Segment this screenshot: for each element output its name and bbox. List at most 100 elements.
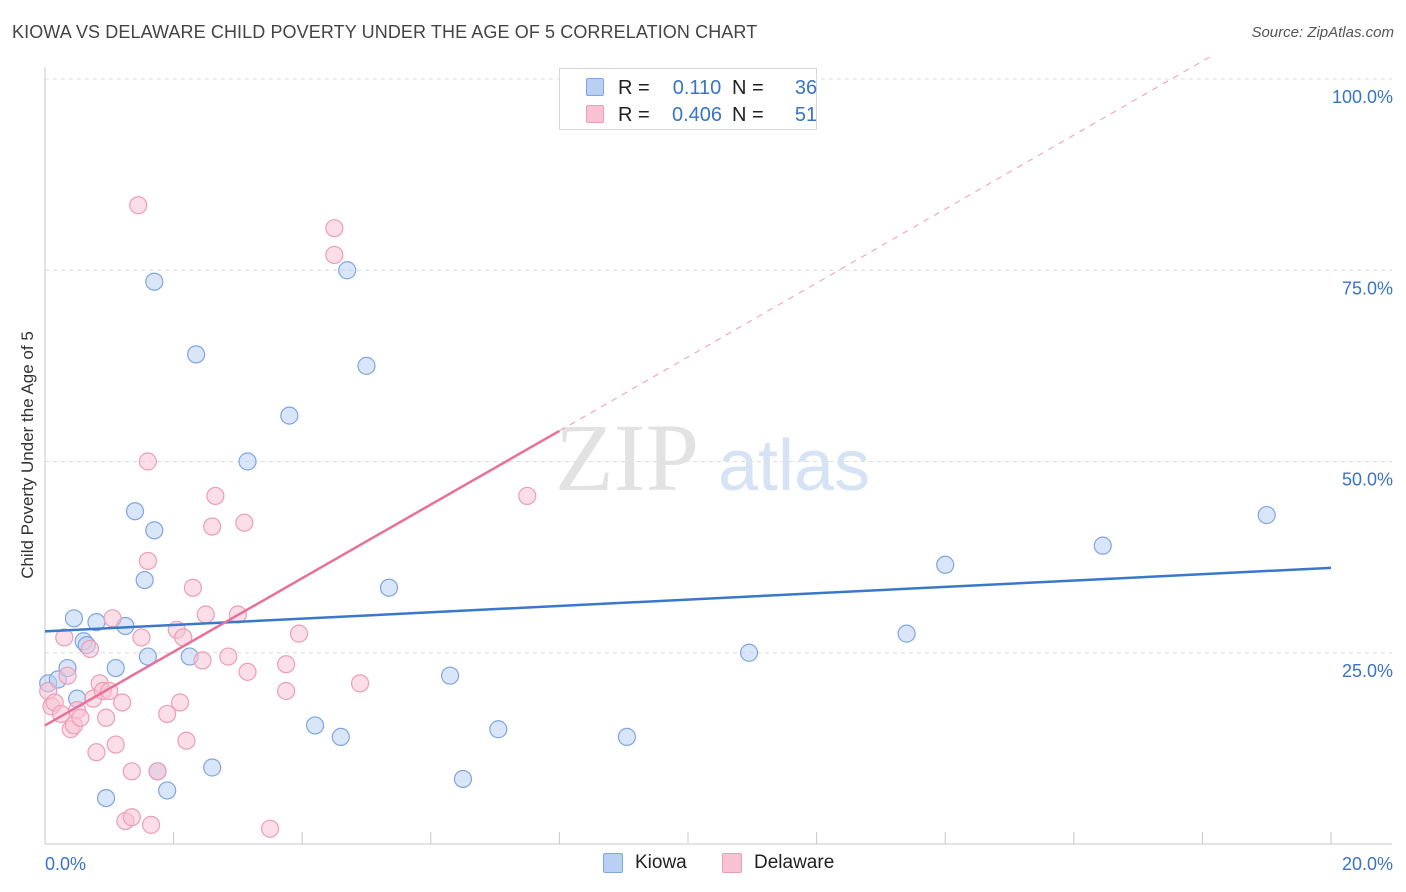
delaware-trend-extension: [559, 55, 1212, 432]
kiowa-point: [1093, 536, 1112, 555]
delaware-point: [183, 578, 202, 597]
kiowa-point: [357, 356, 376, 375]
delaware-point: [80, 639, 100, 659]
delaware-point: [122, 762, 141, 781]
bottom-kiowa-swatch: [603, 853, 623, 873]
chart-title: KIOWA VS DELAWARE CHILD POVERTY UNDER TH…: [12, 22, 758, 42]
kiowa-point: [238, 452, 257, 471]
kiowa-point: [897, 624, 916, 643]
chart-source: Source: ZipAtlas.com: [1251, 24, 1394, 41]
delaware-point: [113, 693, 132, 712]
kiowa-point: [489, 720, 508, 739]
delaware-point: [325, 219, 344, 238]
y-tick-label: 50.0%: [1342, 470, 1393, 490]
delaware-point: [106, 735, 125, 754]
kiowa-point: [739, 643, 759, 662]
delaware-point: [196, 605, 215, 624]
delaware-point: [71, 708, 90, 727]
delaware-point: [277, 655, 296, 674]
delaware-point: [350, 674, 370, 693]
kiowa-swatch: [586, 78, 604, 96]
legend: R = 0.110 N = 36 R = 0.406 N = 51: [559, 68, 817, 130]
delaware-point: [193, 651, 212, 670]
delaware-point: [203, 517, 222, 536]
kiowa-trend-line: [44, 566, 1332, 633]
kiowa-point: [1257, 505, 1276, 525]
watermark-zip: ZIP: [555, 404, 699, 511]
bottom-kiowa-label: Kiowa: [635, 852, 687, 873]
delaware-trend-line: [44, 429, 561, 727]
delaware-point: [141, 815, 161, 834]
delaware-point: [289, 624, 309, 643]
delaware-point: [58, 666, 77, 685]
delaware-point: [96, 708, 116, 727]
kiowa-point: [440, 666, 460, 685]
delaware-point: [103, 609, 122, 628]
delaware-point: [122, 808, 141, 827]
delaware-trend-extension-line: [559, 55, 1212, 432]
kiowa-point: [338, 261, 357, 280]
watermark-atlas: atlas: [718, 426, 870, 506]
kiowa-point: [280, 406, 299, 425]
y-tick-label: 100.0%: [1332, 87, 1393, 107]
kiowa-n-value: 36: [794, 77, 818, 99]
kiowa-point: [936, 555, 955, 574]
delaware-trend: [44, 429, 561, 727]
delaware-swatch: [586, 105, 604, 123]
axes: [44, 67, 1392, 845]
gridlines: [45, 78, 1392, 654]
delaware-point: [518, 486, 537, 506]
y-axis-label: Child Poverty Under the Age of 5: [18, 331, 37, 579]
y-tick-label: 75.0%: [1342, 278, 1393, 298]
delaware-r-label: R =: [618, 104, 650, 126]
delaware-point: [129, 196, 148, 215]
kiowa-r-value: 0.110: [672, 77, 722, 99]
x-tick-label: 20.0%: [1342, 854, 1393, 874]
kiowa-point: [145, 521, 164, 540]
kiowa-point: [203, 758, 222, 777]
kiowa-point: [617, 727, 637, 747]
delaware-point: [170, 693, 190, 712]
kiowa-point: [331, 727, 350, 747]
delaware-point: [325, 245, 344, 265]
delaware-points: [39, 196, 537, 838]
kiowa-point: [135, 570, 154, 590]
kiowa-point: [125, 502, 145, 521]
y-tick-labels: 25.0% 50.0% 75.0% 100.0%: [1332, 87, 1393, 681]
kiowa-point: [453, 769, 473, 789]
kiowa-point: [187, 345, 206, 364]
kiowa-trend: [44, 566, 1332, 633]
kiowa-point: [305, 716, 325, 735]
kiowa-point: [158, 781, 177, 800]
x-tick-labels: 0.0% 20.0%: [45, 854, 1393, 874]
watermark: ZIP atlas: [555, 404, 870, 511]
kiowa-n-label: N =: [732, 77, 764, 99]
kiowa-point: [138, 647, 157, 666]
kiowa-point: [96, 788, 116, 808]
kiowa-point: [379, 578, 399, 597]
delaware-n-value: 51: [794, 104, 818, 126]
delaware-point: [55, 628, 74, 647]
delaware-point: [260, 819, 280, 838]
delaware-point: [132, 628, 151, 647]
delaware-point: [235, 513, 254, 532]
delaware-r-value: 0.406: [671, 104, 723, 126]
kiowa-point: [64, 609, 84, 628]
delaware-point: [219, 647, 238, 666]
delaware-point: [158, 704, 177, 724]
delaware-point: [148, 762, 167, 781]
delaware-point: [177, 731, 196, 750]
delaware-point: [87, 743, 106, 762]
kiowa-point: [145, 272, 164, 291]
x-tick-label: 0.0%: [45, 854, 86, 874]
delaware-n-label: N =: [732, 104, 764, 126]
delaware-point: [277, 681, 296, 701]
delaware-point: [206, 486, 225, 506]
bottom-delaware-label: Delaware: [754, 852, 835, 873]
delaware-point: [138, 452, 157, 471]
y-tick-label: 25.0%: [1342, 661, 1393, 681]
kiowa-points: [39, 261, 1276, 808]
delaware-point: [238, 662, 257, 681]
kiowa-point: [106, 658, 125, 678]
